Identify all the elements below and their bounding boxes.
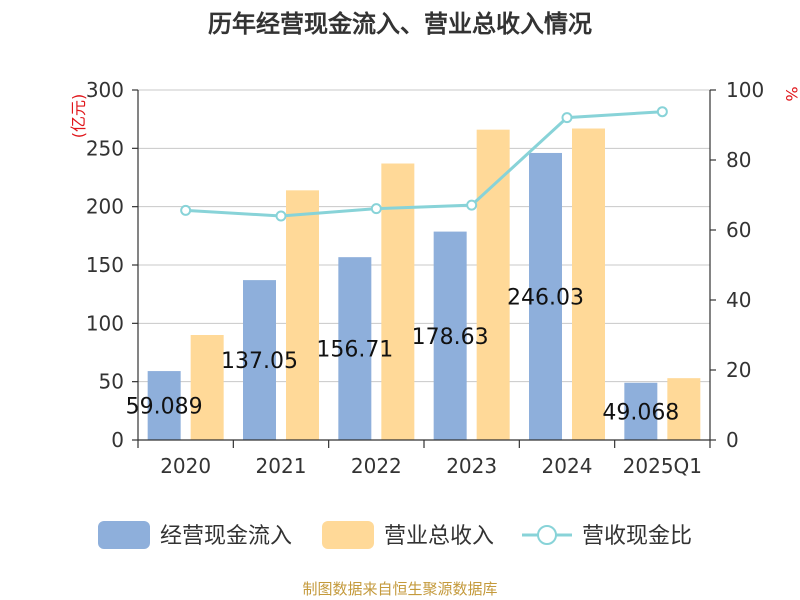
legend-swatch-revenue [322,521,374,549]
ratio-point [370,203,382,215]
grid [138,89,710,383]
x-tick-label: 2025Q1 [623,454,702,478]
bar-cash-inflow [529,152,562,440]
bar-revenue [381,163,415,440]
bar-value-label: 156.71 [316,338,393,363]
bars [147,128,701,440]
y-tick-label-left: 50 [99,370,124,394]
legend-label-cash-inflow: 经营现金流入 [160,524,292,549]
bar-cash-inflow [147,371,181,440]
y-tick-label-left: 150 [86,253,124,277]
y-tick-label-right: 80 [726,148,751,172]
y-tick-label-left: 200 [86,195,124,219]
bar-value-label: 59.089 [126,395,203,420]
y-tick-label-right: 0 [726,428,739,452]
bar-revenue [572,128,605,440]
ratio-point [180,204,192,216]
legend: 经营现金流入 营业总收入 营收现金比 [98,521,692,549]
bar-revenue [476,129,510,440]
y-tick-label-left: 250 [86,136,124,160]
y-tick-label-left: 100 [86,311,124,335]
legend-label-revenue: 营业总收入 [384,524,494,549]
y-tick-label-right: 60 [726,218,751,242]
x-tick-label: 2022 [351,454,402,478]
axes: 0 50 100 150 200 250 300 0 20 40 60 80 100 (亿元) % 2020 2… [69,78,800,478]
chart-title: 历年经营现金流入、营业总收入情况 [208,10,592,38]
legend-label-ratio: 营收现金比 [582,524,692,549]
ratio-line-path [185,110,663,218]
y-tick-label-left: 300 [86,78,124,102]
bar-value-label: 137.05 [221,349,298,374]
source-note: 制图数据来自恒生聚源数据库 [302,580,497,598]
bar-revenue [667,378,701,440]
bar-value-label: 178.63 [412,325,489,350]
legend-swatch-cash-inflow [98,521,150,549]
ratio-line [180,106,668,222]
bar-cash-inflow [243,280,276,440]
bar-value-label: 49.068 [602,400,679,425]
ratio-point [275,210,287,222]
x-tick-label: 2021 [256,454,307,478]
y-axis-unit-left: (亿元) [69,94,88,139]
legend-swatch-ratio-marker [537,525,557,545]
x-tick-label: 2020 [160,454,211,478]
ratio-point [656,106,668,118]
y-tick-label-right: 20 [726,358,751,382]
y-tick-label-left: 0 [111,428,124,452]
bar-value-label: 246.03 [507,285,584,310]
bar-cash-inflow [338,257,372,440]
bar-cash-inflow [624,382,658,440]
ratio-point [466,199,478,211]
bar-revenue [190,335,224,440]
bar-cash-inflow [433,231,467,440]
ratio-point [561,112,573,124]
bar-revenue [286,190,319,440]
y-tick-label-right: 40 [726,288,751,312]
x-tick-label: 2023 [446,454,497,478]
y-axis-unit-right: % [782,86,800,101]
y-tick-label-right: 100 [726,78,764,102]
x-tick-label: 2024 [542,454,593,478]
